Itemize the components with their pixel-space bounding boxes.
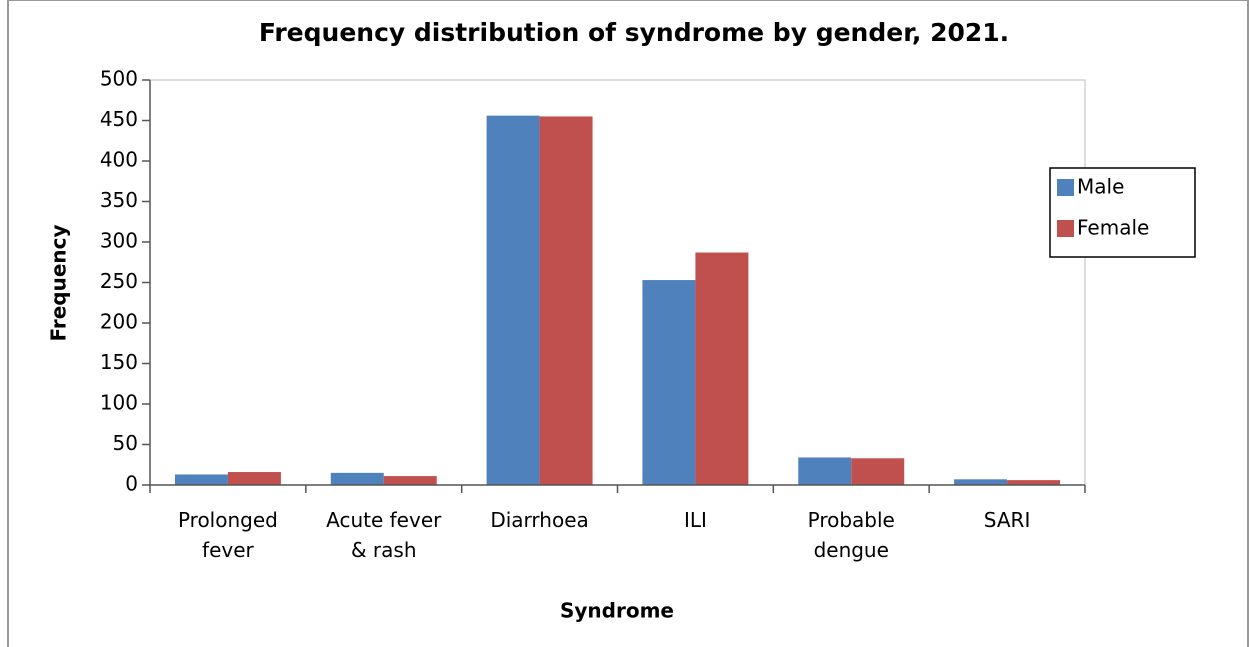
bar <box>486 115 540 485</box>
y-tick-label: 400 <box>100 148 138 172</box>
x-tick-label: SARI <box>983 508 1031 532</box>
bar <box>383 476 437 485</box>
y-tick-label: 500 <box>100 67 138 91</box>
x-tick-label: ILI <box>683 508 707 532</box>
bar <box>798 457 852 485</box>
legend-box <box>1049 167 1196 258</box>
y-tick-label: 200 <box>100 310 138 334</box>
y-tick-label: 100 <box>100 391 138 415</box>
x-tick-label: Acute fever & rash <box>326 508 442 562</box>
x-tick-label: Prolonged fever <box>177 508 278 562</box>
legend-label: Female <box>1077 216 1149 240</box>
y-tick-label: 50 <box>113 431 138 455</box>
bar <box>539 116 593 485</box>
y-tick-label: 150 <box>100 350 138 374</box>
y-tick-label: 450 <box>100 107 138 131</box>
legend-swatch <box>1057 220 1074 237</box>
legend-label: Male <box>1077 175 1124 199</box>
bar <box>174 474 228 485</box>
bar <box>227 472 281 485</box>
y-tick-label: 250 <box>100 269 138 293</box>
legend-swatch <box>1057 179 1074 196</box>
y-tick-label: 0 <box>125 472 138 496</box>
bar <box>330 472 384 485</box>
chart-frame <box>7 0 1249 647</box>
y-tick-label: 350 <box>100 188 138 212</box>
x-axis-title: Syndrome <box>560 599 674 623</box>
x-tick-label: Probable dengue <box>807 508 895 562</box>
bar <box>954 479 1008 485</box>
bar <box>1007 480 1061 485</box>
x-tick-label: Diarrhoea <box>490 508 589 532</box>
bar <box>851 458 905 485</box>
chart-title: Frequency distribution of syndrome by ge… <box>259 18 1009 47</box>
bar <box>695 252 749 485</box>
bar <box>642 280 696 485</box>
y-axis-title: Frequency <box>47 224 71 341</box>
plot-area <box>149 79 1086 486</box>
y-tick-label: 300 <box>100 229 138 253</box>
